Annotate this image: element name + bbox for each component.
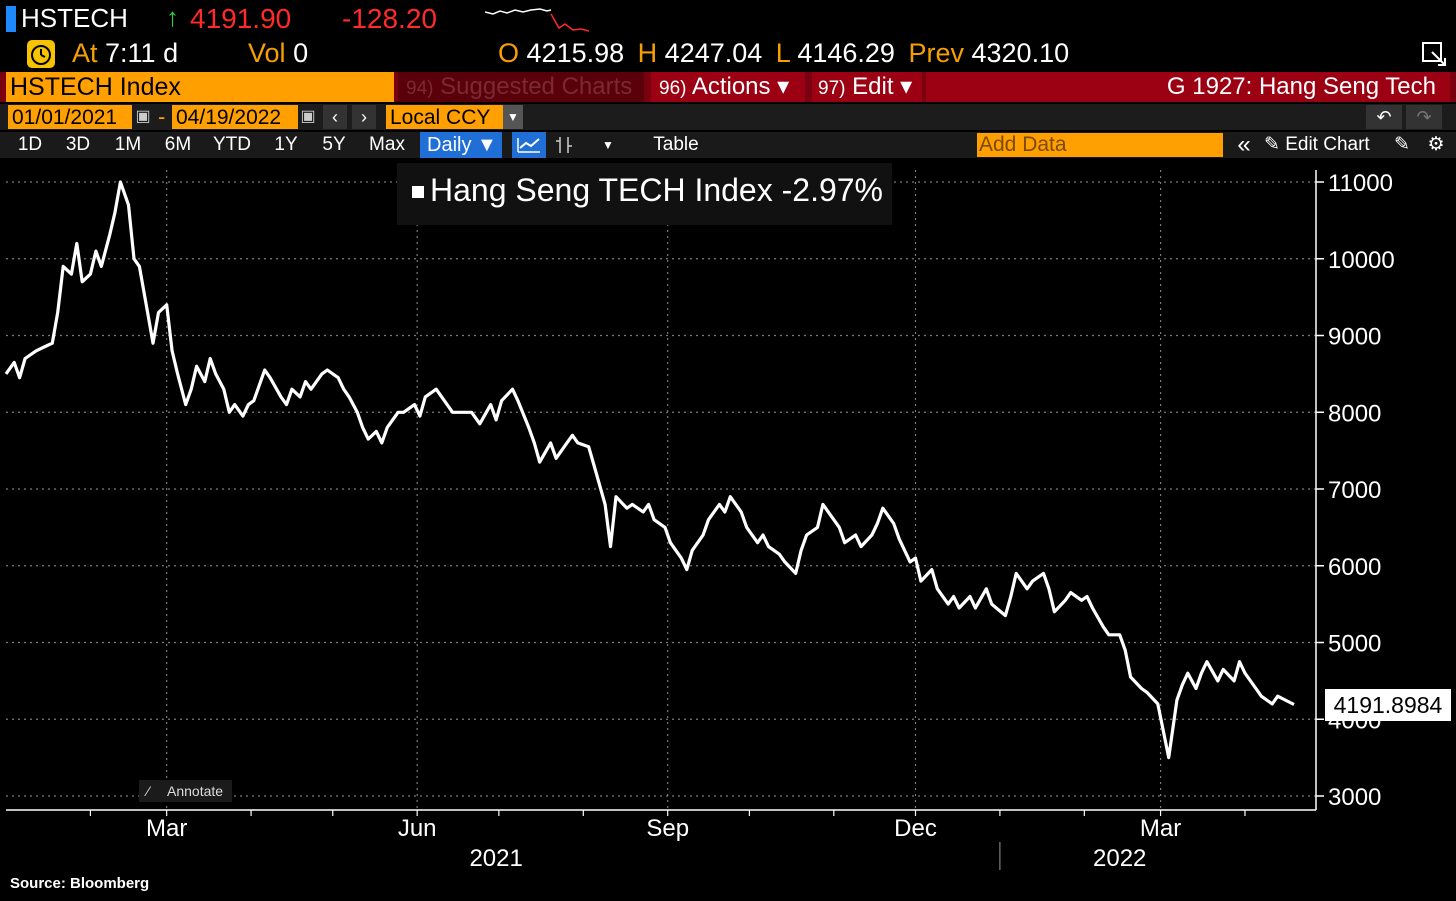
net-change: -128.20 (342, 3, 437, 34)
time-row: At 7:11 d (72, 38, 178, 69)
y-tick-label: 3000 (1328, 784, 1381, 811)
sparkline-icon (485, 8, 590, 32)
next-period-button[interactable]: › (352, 105, 376, 129)
end-date-field[interactable]: 04/19/2022 (172, 105, 298, 129)
gear-icon[interactable]: ⚙ (1427, 134, 1445, 155)
actions-num: 96) (659, 78, 687, 99)
ticker-symbol: HSTECH (21, 3, 128, 33)
y-tick-label: 8000 (1328, 400, 1381, 427)
edit-num: 97) (818, 78, 846, 99)
x-tick-label: Mar (1140, 815, 1181, 842)
frequency-select[interactable]: Daily ▼ (420, 132, 502, 158)
clock-icon (27, 40, 55, 68)
series-line-hang-seng-tech (4, 180, 1295, 760)
last-price: 4191.90 (190, 3, 292, 34)
suggested-charts-button[interactable]: 94) Suggested Charts (398, 72, 644, 102)
date-separator: - (158, 104, 166, 129)
security-marker (6, 6, 16, 32)
x-tick-label: Sep (646, 815, 689, 842)
chart-legend (397, 163, 892, 225)
period-ytd[interactable]: YTD (213, 134, 251, 155)
calendar-icon[interactable]: ▣ (135, 108, 151, 125)
legend-label: Hang Seng TECH Index -2.97% (430, 172, 883, 208)
chart-title: G 1927: Hang Seng Tech (926, 72, 1450, 102)
line-chart-icon[interactable] (512, 132, 546, 158)
open-label: O (498, 38, 520, 68)
edit-chart-label: Edit Chart (1285, 134, 1370, 155)
prev-period-button[interactable]: ‹ (323, 105, 347, 129)
legend-swatch (412, 186, 424, 198)
up-arrow-icon: ↑ (166, 2, 179, 32)
chevron-down-icon[interactable]: ▼ (602, 138, 614, 152)
x-tick-label: Jun (398, 815, 437, 842)
low-value: 4146.29 (797, 38, 895, 68)
expand-icon[interactable] (1420, 40, 1448, 68)
suggested-label: Suggested Charts (440, 73, 633, 100)
prev-value: 4320.10 (971, 38, 1070, 68)
chevron-down-icon[interactable]: ▼ (503, 105, 523, 129)
period-1d[interactable]: 1D (17, 134, 43, 155)
currency-select[interactable]: Local CCY (386, 105, 506, 129)
high-label: H (637, 38, 658, 68)
actions-menu[interactable]: 96) Actions ▾ (651, 72, 805, 102)
time-label: At (72, 38, 98, 68)
annotate-button[interactable]: ⁄ Annotate (139, 780, 232, 802)
edit-label: Edit ▾ (852, 73, 913, 100)
candlestick-icon[interactable] (550, 132, 580, 158)
vol-value: 0 (293, 38, 309, 68)
period-1m[interactable]: 1M (114, 134, 142, 155)
add-data-input[interactable]: Add Data (977, 133, 1223, 157)
edit-menu[interactable]: 97) Edit ▾ (812, 72, 922, 102)
vol-label: Vol (248, 38, 286, 68)
calendar-icon[interactable]: ▣ (300, 108, 316, 125)
year-label: 2021 (469, 845, 522, 872)
period-max[interactable]: Max (369, 134, 405, 155)
actions-label: Actions ▾ (691, 73, 790, 100)
volume: Vol 0 (248, 38, 308, 69)
security-field[interactable]: HSTECH Index (6, 72, 394, 102)
open-value: 4215.98 (526, 38, 625, 68)
year-label: 2022 (1093, 845, 1146, 872)
source-note: Source: Bloomberg (10, 875, 150, 892)
undo-icon[interactable]: ↶ (1366, 105, 1402, 129)
y-tick-label: 7000 (1328, 477, 1381, 504)
low-label: L (775, 38, 790, 68)
pencil-icon: ⁄ (147, 783, 150, 799)
table-button[interactable]: Table (630, 132, 722, 158)
high-value: 4247.04 (664, 38, 763, 68)
pencil-icon: ✎ (1264, 134, 1280, 155)
annotate-label: Annotate (167, 783, 224, 799)
prev-label: Prev (908, 38, 964, 68)
time-value: 7:11 d (105, 38, 179, 68)
x-tick-label: Mar (146, 815, 187, 842)
x-tick-label: Dec (894, 815, 937, 842)
y-tick-label: 5000 (1328, 631, 1381, 658)
period-3d[interactable]: 3D (65, 134, 91, 155)
start-date-field[interactable]: 01/01/2021 (8, 105, 132, 129)
collapse-icon[interactable]: « (1237, 131, 1251, 158)
edit-chart-button[interactable]: ✎ Edit Chart (1264, 132, 1384, 158)
y-tick-label: 10000 (1328, 247, 1395, 274)
period-6m[interactable]: 6M (164, 134, 192, 155)
redo-icon[interactable]: ↷ (1406, 105, 1442, 129)
period-1y[interactable]: 1Y (274, 134, 298, 155)
edit-settings-icon[interactable]: ✎ (1394, 134, 1410, 155)
period-5y[interactable]: 5Y (322, 134, 346, 155)
y-tick-label: 9000 (1328, 324, 1381, 351)
y-tick-label: 11000 (1328, 170, 1393, 197)
suggested-num: 94) (406, 78, 434, 99)
ohlc: O 4215.98 H 4247.04 L 4146.29 Prev 4320.… (498, 38, 1069, 69)
last-value-label: 4191.8984 (1325, 688, 1451, 721)
y-tick-label: 6000 (1328, 554, 1381, 581)
